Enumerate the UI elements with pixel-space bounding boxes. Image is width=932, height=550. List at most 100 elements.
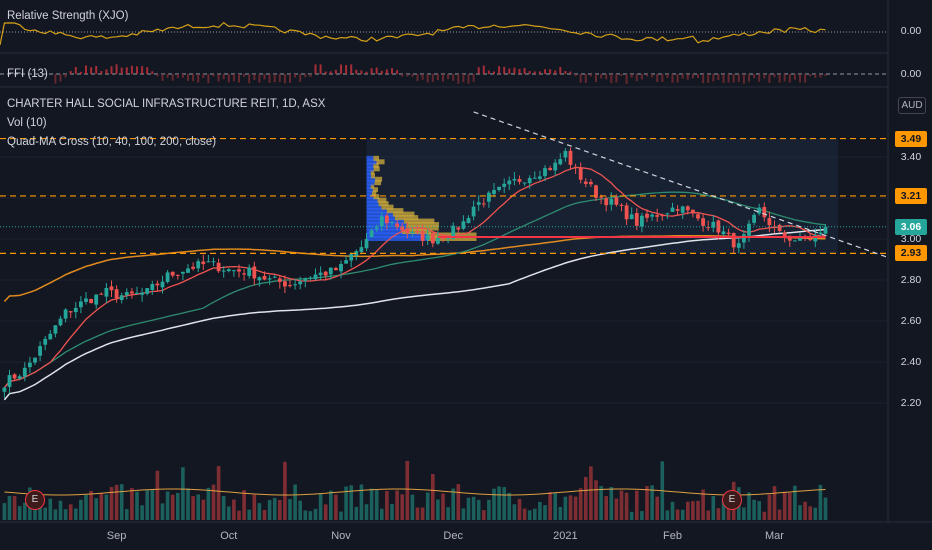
volume-bar [334,494,338,520]
ffi-bar [778,74,781,83]
candle [288,285,292,287]
ffi-bar [411,74,414,77]
volume-bar [53,509,58,520]
candle [665,213,670,215]
candle [568,150,573,165]
price-tick-label: 3.00 [900,233,922,245]
volume-bar [79,499,83,520]
candle [787,235,792,241]
volume-bar [670,501,675,520]
candle [670,207,675,212]
volume-bar [456,484,461,520]
volume-bar [283,461,287,520]
volume-bar [359,484,364,520]
volume-bar [680,509,685,520]
candle [22,367,27,377]
candle [267,278,272,280]
candle [532,177,537,179]
ffi-bar [467,74,470,84]
ffi-bar [202,74,205,78]
ffi-bar [533,71,536,74]
earnings-marker[interactable]: E [722,490,742,510]
volume-bar [374,489,379,520]
candle [492,189,496,195]
ffi-bar [799,74,801,83]
ffi-bar [391,68,393,74]
rs-pane-label: Relative Strength (XJO) [7,10,129,22]
ffi-bar [773,74,776,78]
volume-bar [619,490,624,520]
volume-bar [130,488,134,520]
volume-profile-row [394,215,419,221]
candle [165,272,170,282]
candle [354,251,359,256]
ffi-bar [783,74,786,82]
ffi-bar [538,71,541,74]
candle [12,374,17,379]
time-tick-label: Mar [765,530,784,542]
ffi-bar [243,74,246,77]
candle [181,271,185,274]
candle [803,237,807,239]
candle [624,205,629,220]
price-tick-label: 2.40 [900,356,922,368]
candle [548,168,552,171]
candle [277,278,282,282]
candle [752,214,756,223]
ffi-bar [95,65,98,74]
candle [252,266,257,279]
volume-bar [782,491,787,520]
earnings-marker[interactable]: E [25,490,45,510]
ffi-bar [120,67,123,74]
volume-bar [624,492,629,520]
candle [420,231,425,241]
candle [782,232,787,238]
volume-ma-line [4,488,826,496]
ffi-bar [763,74,766,79]
volume-bar [298,500,302,520]
ffi-bar [630,74,633,78]
ffi-bar [498,66,501,74]
candle [619,204,624,206]
candle [150,284,155,290]
time-tick-label: Feb [663,530,682,542]
volume-bar [635,490,639,520]
candle [614,197,619,205]
price-tick-label: 2.60 [900,315,922,327]
ffi-bar [676,74,679,83]
candle [512,178,517,181]
volume-bar [303,510,308,520]
volume-profile-row [366,166,374,172]
volume-bar [507,492,512,520]
volume-profile-row [370,183,375,189]
candle [79,301,83,308]
currency-badge[interactable]: AUD [898,97,926,114]
volume-profile-row [366,176,376,182]
ffi-bar [105,69,108,74]
volume-bar [777,509,782,520]
ffi-bar [656,74,659,83]
volume-bar [650,485,654,520]
volume-bar [84,494,88,520]
volume-bar [655,496,659,520]
volume-bar [497,486,501,520]
ffi-bar [54,74,57,84]
volume-profile-row [373,166,380,172]
volume-profile-row [381,204,394,210]
last-price-badge: 3.06 [895,218,927,235]
volume-bar [823,497,828,520]
volume-bar [232,499,236,520]
volume-profile-row [366,229,403,235]
candle [747,223,751,236]
candle [680,206,685,213]
ffi-bar [722,74,725,83]
ffi-bar [523,68,526,74]
candle [798,237,802,241]
candle [410,231,415,233]
ffi-bar [360,70,363,74]
volume-profile-row [373,194,380,200]
candle [53,325,58,334]
volume-bar [109,487,114,520]
candle [48,333,53,340]
